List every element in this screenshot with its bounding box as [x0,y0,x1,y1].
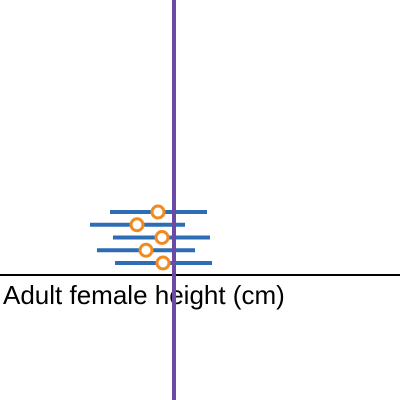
x-axis-label: Adult female height (cm) [3,280,285,310]
sample-mean [138,242,154,258]
sample-mean [154,230,170,245]
sample-mean [155,255,171,271]
sample-mean [129,217,145,233]
sample-mean [150,204,166,220]
